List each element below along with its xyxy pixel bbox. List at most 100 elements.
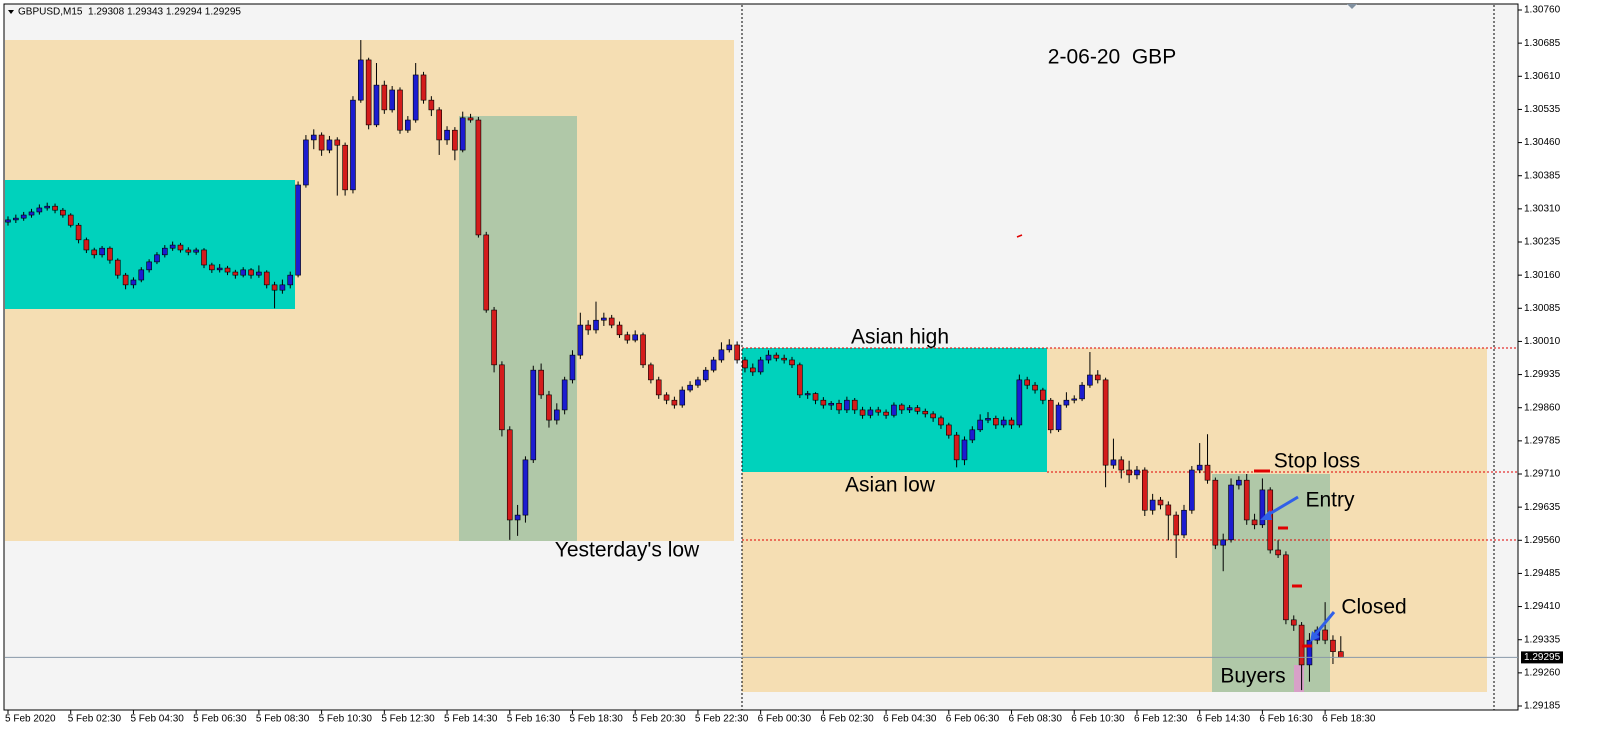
- candle-body: [412, 74, 419, 121]
- annotation: Yesterday's low: [555, 539, 700, 562]
- candle-body: [985, 418, 991, 421]
- candle-body: [914, 407, 921, 412]
- candle-body: [1040, 389, 1046, 401]
- candle-body: [444, 129, 450, 141]
- candle-body: [585, 324, 591, 331]
- candle-body: [44, 205, 51, 209]
- y-tick-label: 1.30685: [1524, 38, 1561, 49]
- y-tick-label: 1.29185: [1524, 701, 1561, 712]
- candle-body: [287, 274, 294, 286]
- candle-body: [130, 279, 137, 286]
- candle-body: [718, 349, 725, 361]
- candle-body: [969, 429, 976, 441]
- candle-body: [734, 344, 740, 361]
- candle-body: [616, 324, 623, 336]
- candle-body: [577, 324, 584, 356]
- candle-body: [1079, 384, 1085, 400]
- candle-body: [538, 369, 544, 396]
- y-tick-label: 1.30535: [1524, 104, 1561, 115]
- candle-body: [569, 354, 576, 381]
- x-tick-label: 6 Feb 12:30: [1134, 714, 1188, 725]
- candle-body: [781, 357, 787, 361]
- candle-body: [1330, 639, 1336, 652]
- candle-body: [1173, 514, 1179, 536]
- candle-body: [1189, 469, 1195, 511]
- candle-body: [1228, 484, 1234, 541]
- candle-body: [1126, 469, 1132, 476]
- x-tick-label: 5 Feb 22:30: [695, 714, 749, 725]
- chart-title: 2-06-20 GBP: [1048, 46, 1176, 69]
- current-price-box: [1521, 651, 1563, 664]
- candle-body: [836, 402, 842, 411]
- shift-marker: [1347, 4, 1357, 9]
- x-tick-label: 5 Feb 10:30: [319, 714, 373, 725]
- y-tick-label: 1.30235: [1524, 237, 1561, 248]
- x-tick-label: 5 Feb 16:30: [507, 714, 561, 725]
- symbol-info: GBPUSD,M15 1.29308 1.29343 1.29294 1.292…: [18, 7, 241, 18]
- candle-body: [812, 393, 819, 401]
- menu-arrow: [8, 10, 14, 14]
- candle-body: [1243, 479, 1250, 521]
- y-tick-label: 1.29935: [1524, 369, 1561, 380]
- candle-body: [624, 334, 631, 341]
- x-tick-label: 5 Feb 20:30: [632, 714, 686, 725]
- entry-arrow: [1265, 495, 1299, 518]
- candle-body: [1118, 459, 1125, 471]
- candle-body: [804, 393, 811, 396]
- candle-body: [773, 354, 780, 359]
- candle-body: [279, 284, 286, 291]
- candle-body: [655, 379, 662, 396]
- candle-body: [1165, 504, 1172, 516]
- candle-body: [1008, 419, 1015, 426]
- candle-body: [452, 129, 458, 151]
- candle-body: [475, 119, 482, 236]
- arrows: [1260, 495, 1336, 642]
- candle-body: [83, 239, 90, 251]
- candle-body: [232, 271, 239, 276]
- candle-body: [28, 211, 35, 216]
- candle-body: [844, 399, 850, 411]
- candle-body: [695, 379, 701, 386]
- candle-body: [906, 407, 913, 411]
- candle-body: [1181, 509, 1187, 536]
- candle-body: [977, 419, 983, 431]
- y-tick-label: 1.30310: [1524, 203, 1561, 214]
- candle-body: [1047, 399, 1054, 431]
- candle-body: [765, 354, 772, 361]
- candle-body: [687, 384, 693, 391]
- candle-body: [749, 367, 756, 373]
- candle-body: [499, 364, 505, 431]
- candle-body: [1290, 619, 1297, 626]
- y-tick-label: 1.29485: [1524, 568, 1561, 579]
- candle-body: [1087, 374, 1093, 386]
- candle-body: [1306, 639, 1313, 666]
- closed-arrow-head: [1310, 631, 1320, 642]
- y-tick-label: 1.29635: [1524, 502, 1561, 513]
- annotation: Closed: [1341, 596, 1406, 619]
- candle-body: [91, 249, 98, 256]
- candle-body: [467, 117, 474, 121]
- candle-body: [1142, 469, 1148, 511]
- candle-body: [953, 434, 960, 461]
- annotation: Asian high: [851, 326, 949, 349]
- y-tick-label: 1.30460: [1524, 137, 1561, 148]
- x-tick-label: 5 Feb 18:30: [569, 714, 623, 725]
- x-tick-label: 5 Feb 14:30: [444, 714, 498, 725]
- candle-body: [828, 402, 835, 406]
- candle-body: [1032, 384, 1038, 391]
- candle-body: [318, 134, 325, 151]
- candle-body: [420, 74, 427, 101]
- candle-body: [514, 514, 521, 521]
- candle-body: [1149, 499, 1156, 511]
- y-tick-label: 1.29710: [1524, 469, 1561, 480]
- candle-body: [1016, 379, 1023, 426]
- candle-body: [209, 264, 215, 271]
- candle-body: [663, 394, 670, 401]
- candle-body: [945, 424, 952, 436]
- candle-body: [5, 219, 11, 223]
- candle-body: [459, 117, 466, 151]
- candle-body: [36, 207, 43, 213]
- candle-body: [875, 409, 882, 413]
- x-tick-label: 5 Feb 2020: [5, 714, 56, 725]
- buyers-box: [1294, 665, 1304, 692]
